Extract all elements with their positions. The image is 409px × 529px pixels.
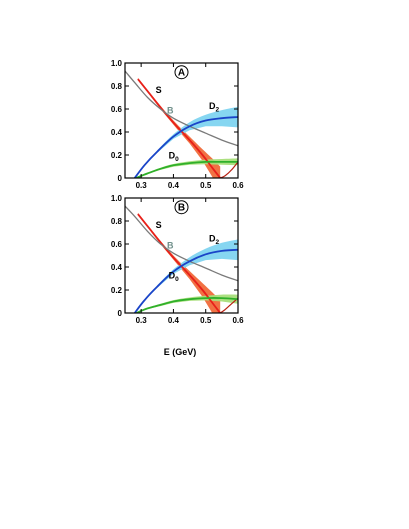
panel-label-circle xyxy=(174,200,189,215)
series-line-2 xyxy=(133,248,238,313)
y-tick-label: 0.2 xyxy=(111,151,123,160)
series-tail-0 xyxy=(219,161,238,178)
y-tick-label: 1.0 xyxy=(111,59,123,68)
y-tick-label: 0.4 xyxy=(111,128,123,137)
plot-area xyxy=(125,205,238,313)
uncertainty-band-3 xyxy=(136,158,238,178)
x-tick-label: 0.6 xyxy=(232,181,244,190)
y-tick-label: 0.8 xyxy=(111,82,123,91)
series-line-0 xyxy=(137,78,221,178)
y-tick-label: 0.2 xyxy=(111,286,123,295)
panel-label: A xyxy=(178,68,185,79)
plot-frame xyxy=(124,62,239,179)
y-tick-label: 0.8 xyxy=(111,217,123,226)
plot-frame xyxy=(124,197,239,314)
x-tick-label: 0.4 xyxy=(168,316,180,325)
series-label: S xyxy=(156,85,162,95)
series-label: D0 xyxy=(169,271,180,284)
y-tick-label: 0 xyxy=(118,174,123,183)
series-label: B xyxy=(167,241,174,251)
plot-area xyxy=(125,70,238,178)
series-label: D0 xyxy=(169,150,180,163)
series-label: S xyxy=(156,220,162,230)
y-tick-label: 0.4 xyxy=(111,263,123,272)
y-tick-label: 0 xyxy=(118,309,123,318)
series-label: B xyxy=(167,106,174,116)
series-line-2 xyxy=(133,116,238,178)
x-axis-label: E (GeV) xyxy=(164,347,197,357)
x-tick-label: 0.3 xyxy=(136,181,148,190)
x-tick-label: 0.3 xyxy=(136,316,148,325)
series-line-3 xyxy=(135,297,238,313)
uncertainty-band-2 xyxy=(134,239,238,313)
panel-a: 0 0.2 0.4 0.6 0.8 1.0 0.3 0.4 0.5 0.6 A S B D2 D0 xyxy=(111,59,244,190)
y-tick-label: 0.6 xyxy=(111,240,123,249)
y-tick-label: 1.0 xyxy=(111,194,123,203)
series-tail-0 xyxy=(219,297,238,313)
x-tick-label: 0.6 xyxy=(232,316,244,325)
x-tick-label: 0.4 xyxy=(168,181,180,190)
series-label: D2 xyxy=(209,101,220,114)
panel-label-circle xyxy=(174,65,189,80)
panel-b: 0 0.2 0.4 0.6 0.8 1.0 0.3 0.4 0.5 0.6 B S B D2 D0 xyxy=(111,194,244,325)
panel-label: B xyxy=(178,203,185,214)
x-tick-label: 0.5 xyxy=(200,316,212,325)
uncertainty-band-2 xyxy=(134,106,238,178)
series-line-3 xyxy=(135,160,238,178)
series-line-0 xyxy=(137,213,221,313)
series-label: D2 xyxy=(209,234,220,247)
y-tick-label: 0.6 xyxy=(111,105,123,114)
x-tick-label: 0.5 xyxy=(200,181,212,190)
uncertainty-band-3 xyxy=(136,294,238,313)
